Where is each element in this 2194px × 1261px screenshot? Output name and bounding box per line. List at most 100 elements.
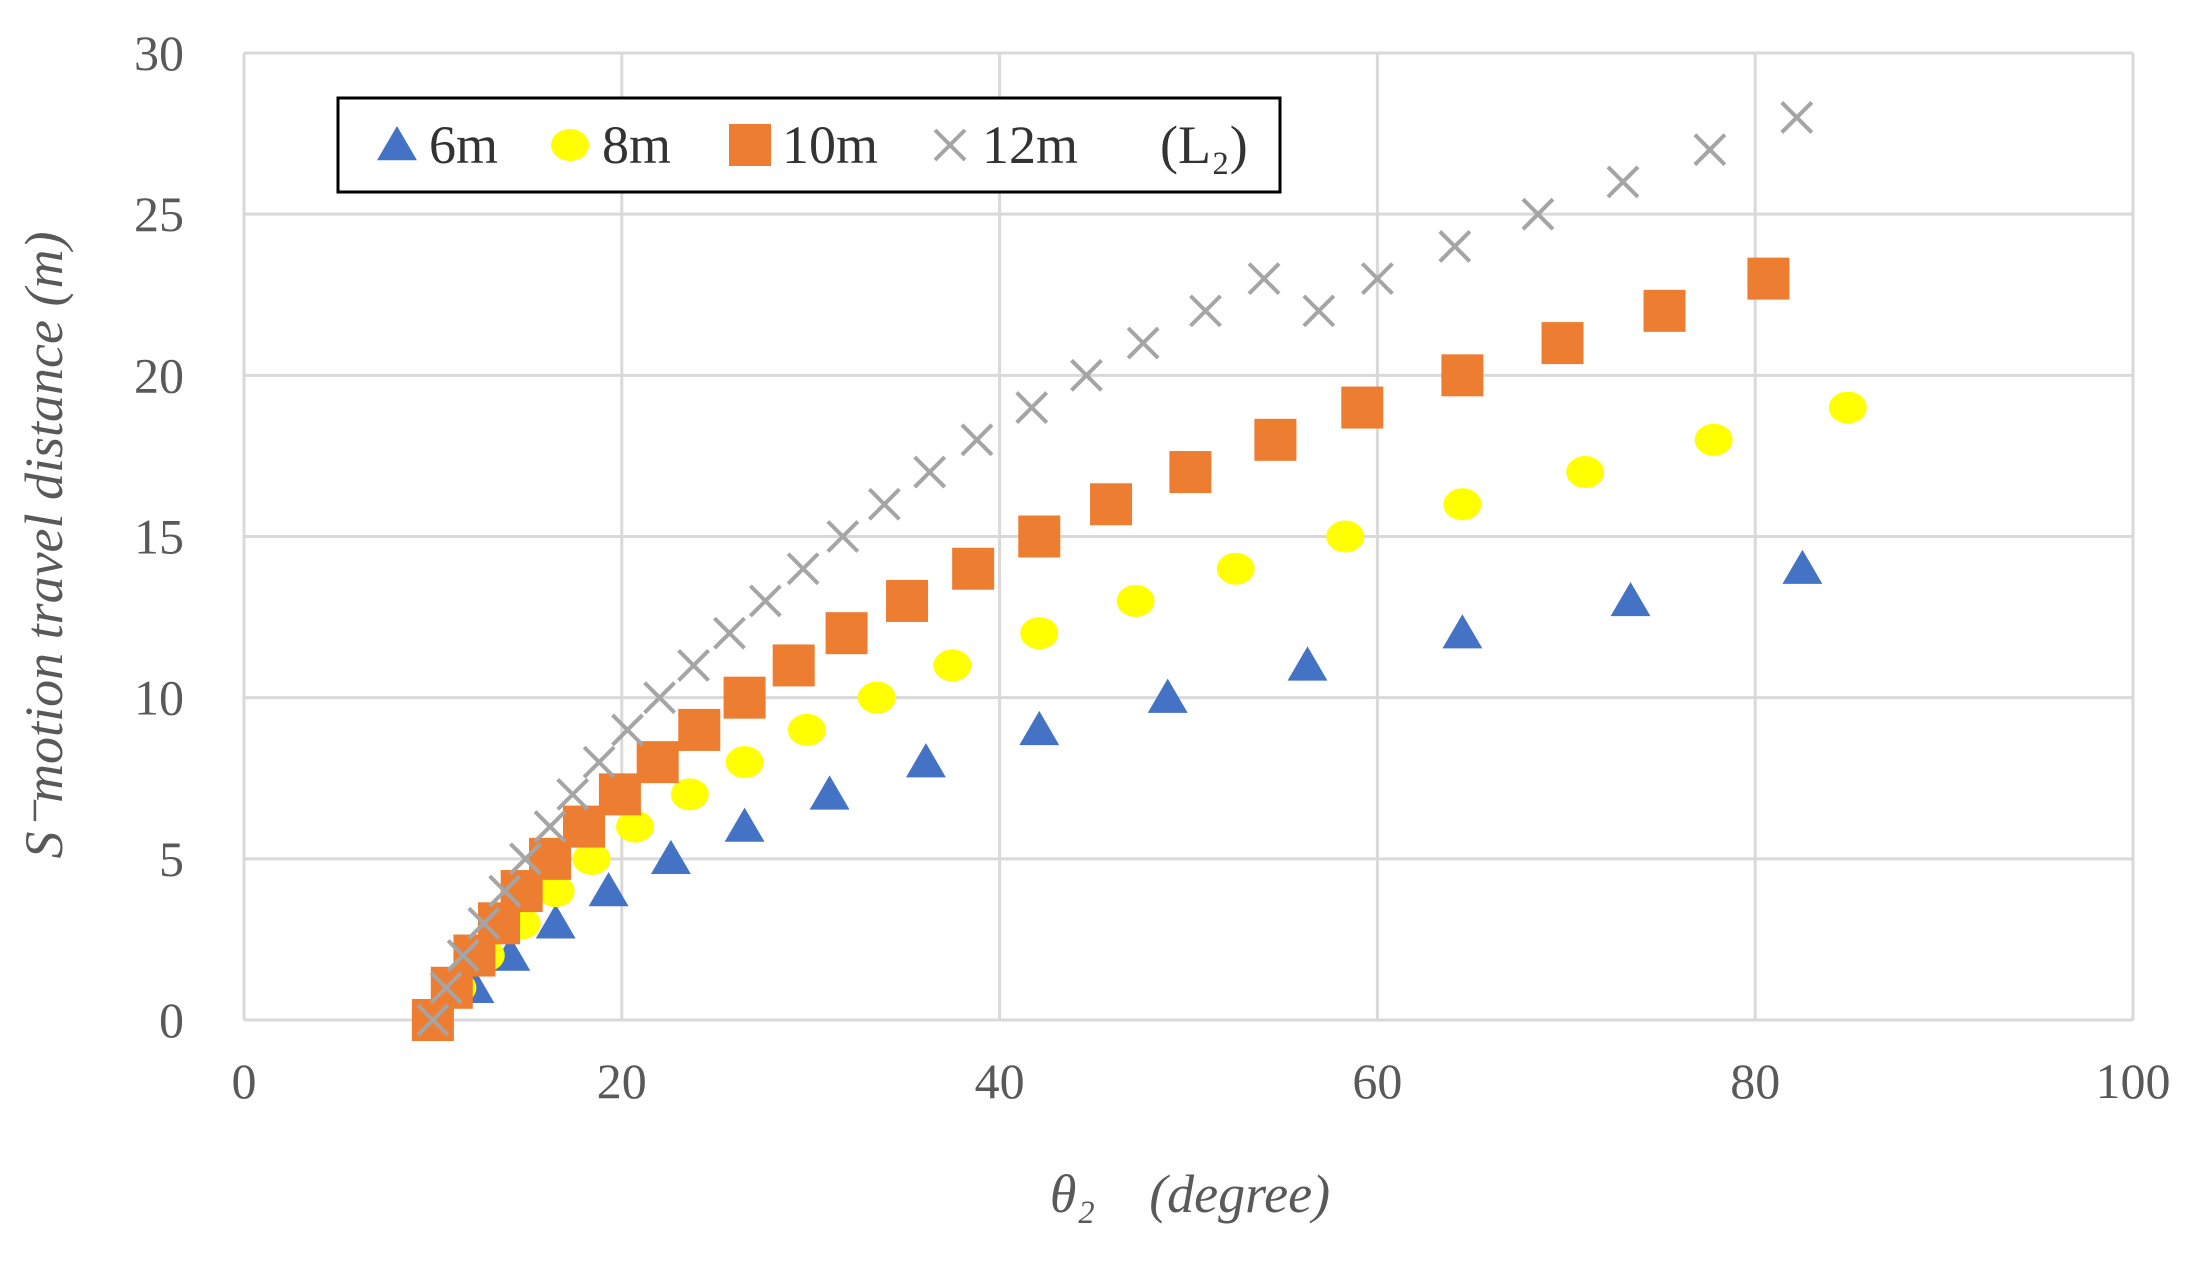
point-12m [1015, 391, 1049, 424]
point-8m [1326, 520, 1365, 553]
point-12m [1360, 262, 1394, 296]
point-8m [616, 810, 655, 843]
point-8m [536, 875, 575, 908]
y-tick-label: 20 [134, 347, 184, 403]
legend-item-8m: 8m [551, 115, 671, 175]
point-12m [467, 906, 501, 940]
point-12m [429, 971, 463, 1005]
point-12m [1780, 101, 1814, 134]
data-points [411, 101, 1867, 1041]
point-6m [1019, 710, 1060, 746]
y-axis-title: S⁻motion travel distance (m) [14, 232, 74, 859]
series-12m [416, 101, 1814, 1037]
point-12m [1070, 358, 1103, 392]
point-12m [826, 520, 860, 553]
point-10m [1018, 515, 1061, 558]
point-6m [1610, 581, 1651, 617]
point-8m [1216, 552, 1255, 585]
legend-label: 10m [782, 115, 878, 175]
point-10m [1747, 257, 1790, 300]
legend-label: 12m [982, 115, 1078, 175]
legend-marker-6m [377, 126, 417, 161]
point-8m [1566, 456, 1605, 489]
x-tick-label: 20 [597, 1053, 647, 1109]
point-12m [677, 649, 710, 682]
point-12m [1438, 229, 1472, 263]
point-6m [1442, 614, 1483, 649]
point-6m [1782, 549, 1823, 584]
point-10m [678, 708, 721, 751]
point-12m [611, 713, 644, 747]
point-8m [725, 746, 764, 779]
point-6m [724, 807, 765, 842]
point-12m [1693, 133, 1727, 167]
point-10m [1541, 322, 1584, 365]
point-10m [723, 676, 766, 719]
point-10m [636, 741, 679, 784]
series-10m [411, 257, 1790, 1041]
point-12m [786, 552, 820, 586]
x-tick-label: 40 [975, 1053, 1025, 1109]
point-8m [787, 713, 826, 746]
point-12m [1606, 165, 1640, 199]
x-tick-label: 0 [232, 1053, 257, 1109]
point-10m [825, 612, 868, 655]
point-12m [533, 810, 567, 844]
legend: 6m 8m 10m 12m (L₂) [336, 96, 1282, 194]
point-12m [509, 842, 542, 876]
point-10m [886, 579, 929, 622]
point-10m [1169, 451, 1212, 494]
point-8m [572, 842, 611, 875]
point-12m [713, 616, 746, 650]
point-8m [1828, 391, 1867, 424]
legend-suffix: (L₂) [1160, 115, 1248, 175]
point-12m [488, 874, 522, 908]
point-8m [1694, 423, 1733, 456]
point-12m [416, 1003, 450, 1037]
y-tick-label: 10 [134, 670, 184, 726]
point-10m [772, 644, 815, 687]
point-12m [1126, 326, 1160, 360]
x-tick-label: 100 [2096, 1053, 2171, 1109]
legend-label: 8m [602, 115, 671, 175]
point-10m [1441, 354, 1484, 397]
legend-marker-12m [933, 128, 967, 162]
point-6m [1287, 646, 1328, 681]
point-10m [598, 773, 641, 816]
point-6m [650, 839, 691, 875]
legend-item-10m: 10m [729, 115, 878, 175]
point-10m [563, 805, 606, 848]
y-tick-label: 5 [159, 831, 184, 887]
point-10m [1341, 386, 1384, 429]
legend-marker-10m [729, 124, 771, 166]
point-6m [535, 904, 576, 939]
point-12m [643, 681, 676, 715]
point-10m [1643, 289, 1686, 332]
point-8m [1020, 617, 1059, 650]
tick-labels: 0 20 40 60 80 100 0 5 10 15 20 25 30 [134, 25, 2171, 1109]
y-tick-label: 15 [134, 509, 184, 565]
y-tick-label: 25 [134, 186, 184, 242]
legend-box [336, 96, 1282, 194]
point-12m [582, 745, 616, 779]
point-6m [809, 775, 850, 810]
legend-marker-8m [551, 129, 589, 161]
point-6m [905, 743, 946, 778]
point-10m [952, 547, 995, 590]
point-10m [1254, 418, 1297, 461]
point-6m [1147, 678, 1188, 713]
x-tick-label: 80 [1730, 1053, 1780, 1109]
point-12m [1521, 197, 1555, 231]
point-12m [1189, 294, 1222, 328]
y-tick-label: 30 [134, 25, 184, 81]
point-6m [588, 872, 629, 907]
point-8m [670, 778, 709, 811]
point-12m [1247, 262, 1281, 296]
y-tick-label: 0 [159, 992, 184, 1048]
point-8m [1116, 584, 1155, 617]
legend-label: 6m [429, 115, 498, 175]
legend-item-6m: 6m [377, 115, 498, 175]
point-12m [960, 423, 994, 457]
